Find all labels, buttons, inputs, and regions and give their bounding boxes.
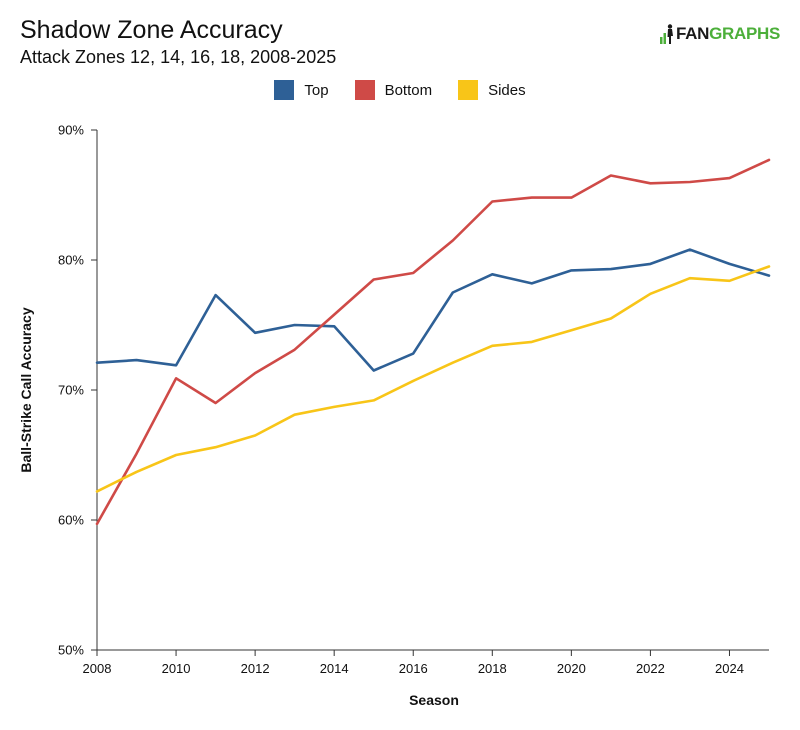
legend-swatch-top bbox=[274, 80, 295, 100]
chart-legend: Top Bottom Sides bbox=[0, 80, 800, 100]
x-tick-label: 2012 bbox=[241, 661, 270, 676]
chart-title: Shadow Zone Accuracy bbox=[20, 16, 283, 44]
fangraphs-logo[interactable]: FAN GRAPHS bbox=[659, 22, 780, 46]
series-line-sides[interactable] bbox=[95, 265, 771, 493]
x-axis-label: Season bbox=[409, 692, 459, 708]
series-line-bottom[interactable] bbox=[95, 158, 771, 526]
x-tick-label: 2020 bbox=[557, 661, 586, 676]
y-tick-label: 50% bbox=[58, 643, 84, 658]
x-tick-label: 2014 bbox=[320, 661, 349, 676]
legend-swatch-bottom bbox=[354, 80, 375, 100]
y-tick-label: 60% bbox=[58, 513, 84, 528]
legend-label-bottom: Bottom bbox=[384, 81, 433, 99]
chart-subtitle: Attack Zones 12, 14, 16, 18, 2008-2025 bbox=[20, 47, 337, 67]
logo-text-fan: FAN bbox=[675, 24, 710, 43]
chart-axes: 50% 60% 70% 80% 90% 2008 2010 2012 2014 2016 2018 2… bbox=[58, 123, 769, 676]
x-tick-label: 2010 bbox=[162, 661, 191, 676]
x-tick-label: 2016 bbox=[399, 661, 428, 676]
legend-item-bottom[interactable]: Bottom bbox=[354, 80, 433, 100]
y-axis-label: Ball-Strike Call Accuracy bbox=[18, 307, 34, 472]
legend-swatch-sides bbox=[458, 80, 479, 100]
x-tick-label: 2022 bbox=[636, 661, 665, 676]
x-tick-label: 2024 bbox=[715, 661, 744, 676]
chart-series bbox=[95, 158, 771, 526]
y-tick-label: 70% bbox=[58, 383, 84, 398]
x-tick-label: 2008 bbox=[83, 661, 112, 676]
legend-label-sides: Sides bbox=[488, 81, 526, 99]
series-line-top[interactable] bbox=[95, 248, 771, 372]
legend-label-top: Top bbox=[304, 81, 329, 99]
legend-item-sides[interactable]: Sides bbox=[458, 80, 526, 100]
x-tick-label: 2018 bbox=[478, 661, 507, 676]
legend-item-top[interactable]: Top bbox=[274, 80, 329, 100]
y-tick-label: 90% bbox=[58, 123, 84, 138]
y-tick-label: 80% bbox=[58, 253, 84, 268]
logo-text-graphs: GRAPHS bbox=[709, 24, 780, 43]
fangraphs-logo-icon bbox=[659, 24, 673, 44]
